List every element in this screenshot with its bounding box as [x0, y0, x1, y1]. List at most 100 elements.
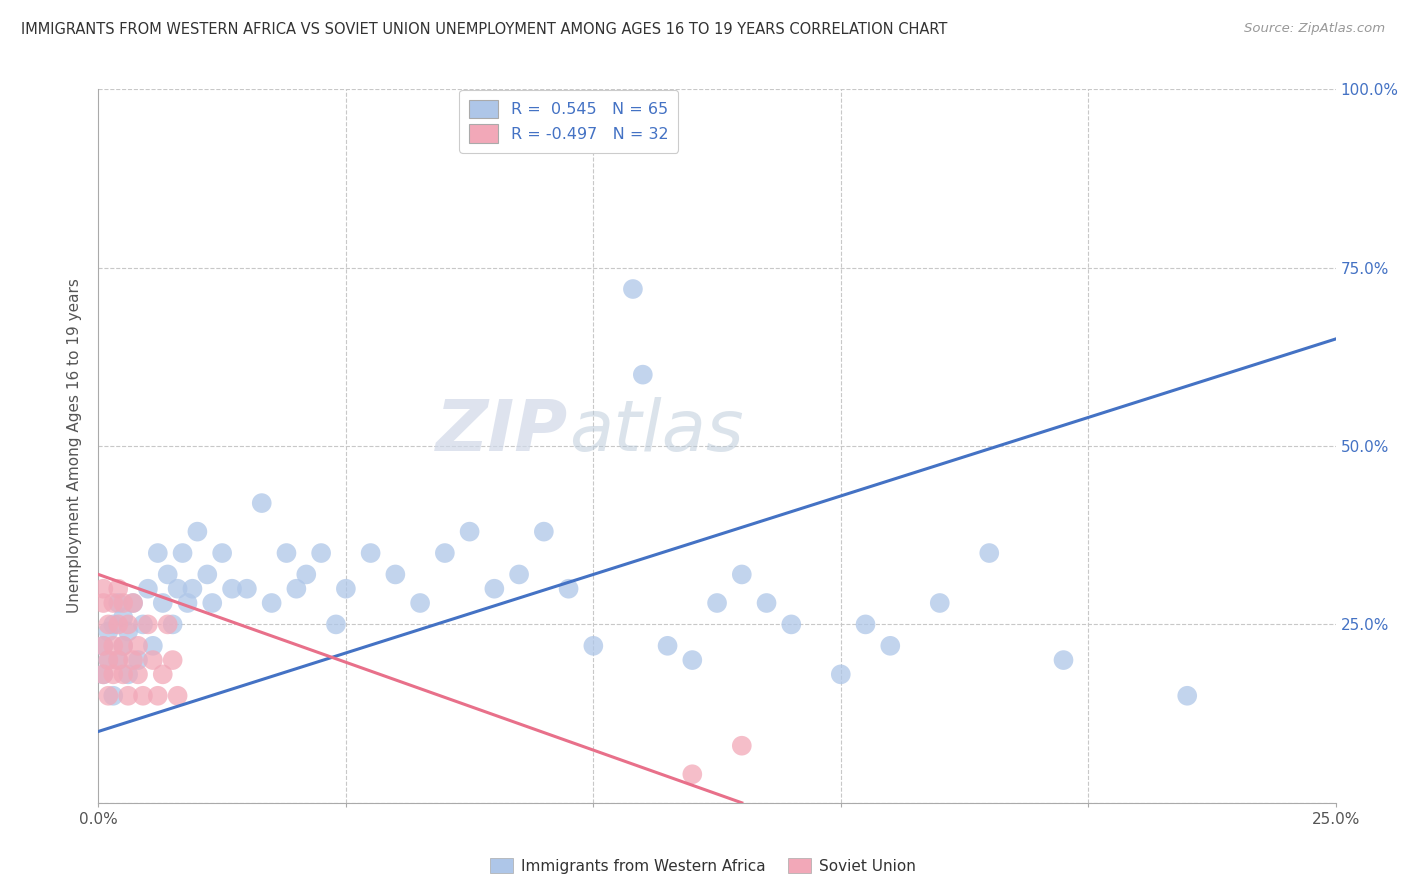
Point — [250, 496, 273, 510]
Point — [112, 639, 135, 653]
Legend: R =  0.545   N = 65, R = -0.497   N = 32: R = 0.545 N = 65, R = -0.497 N = 32 — [460, 90, 678, 153]
Point — [112, 610, 135, 624]
Point — [103, 596, 125, 610]
Point — [657, 639, 679, 653]
Point — [582, 639, 605, 653]
Point — [117, 624, 139, 639]
Point — [127, 639, 149, 653]
Point — [122, 596, 145, 610]
Point — [142, 653, 165, 667]
Point — [122, 596, 145, 610]
Point — [132, 689, 155, 703]
Point — [201, 596, 224, 610]
Point — [186, 524, 208, 539]
Point — [681, 767, 703, 781]
Point — [706, 596, 728, 610]
Point — [236, 582, 259, 596]
Point — [855, 617, 877, 632]
Point — [325, 617, 347, 632]
Point — [136, 617, 159, 632]
Point — [285, 582, 308, 596]
Point — [928, 596, 950, 610]
Point — [162, 617, 184, 632]
Point — [176, 596, 198, 610]
Point — [93, 582, 115, 596]
Point — [295, 567, 318, 582]
Text: Source: ZipAtlas.com: Source: ZipAtlas.com — [1244, 22, 1385, 36]
Point — [107, 653, 129, 667]
Point — [146, 689, 169, 703]
Point — [409, 596, 432, 610]
Point — [122, 653, 145, 667]
Point — [112, 596, 135, 610]
Text: atlas: atlas — [568, 397, 744, 467]
Point — [181, 582, 204, 596]
Point — [107, 617, 129, 632]
Point — [93, 667, 115, 681]
Point — [458, 524, 481, 539]
Point — [335, 582, 357, 596]
Point — [103, 617, 125, 632]
Point — [508, 567, 530, 582]
Point — [117, 617, 139, 632]
Point — [97, 653, 120, 667]
Point — [384, 567, 406, 582]
Point — [146, 546, 169, 560]
Point — [731, 567, 754, 582]
Point — [136, 582, 159, 596]
Point — [211, 546, 233, 560]
Point — [1052, 653, 1074, 667]
Point — [103, 639, 125, 653]
Point — [533, 524, 555, 539]
Point — [360, 546, 382, 560]
Point — [1175, 689, 1198, 703]
Point — [681, 653, 703, 667]
Point — [152, 596, 174, 610]
Point — [621, 282, 644, 296]
Point — [107, 653, 129, 667]
Point — [107, 582, 129, 596]
Point — [162, 653, 184, 667]
Point — [755, 596, 778, 610]
Point — [97, 653, 120, 667]
Point — [156, 567, 179, 582]
Point — [93, 596, 115, 610]
Point — [156, 617, 179, 632]
Point — [276, 546, 298, 560]
Text: IMMIGRANTS FROM WESTERN AFRICA VS SOVIET UNION UNEMPLOYMENT AMONG AGES 16 TO 19 : IMMIGRANTS FROM WESTERN AFRICA VS SOVIET… — [21, 22, 948, 37]
Point — [142, 639, 165, 653]
Text: ZIP: ZIP — [436, 397, 568, 467]
Point — [260, 596, 283, 610]
Point — [152, 667, 174, 681]
Point — [132, 617, 155, 632]
Point — [172, 546, 194, 560]
Point — [93, 639, 115, 653]
Point — [107, 596, 129, 610]
Point — [97, 689, 120, 703]
Point — [979, 546, 1001, 560]
Y-axis label: Unemployment Among Ages 16 to 19 years: Unemployment Among Ages 16 to 19 years — [67, 278, 83, 614]
Point — [780, 617, 803, 632]
Point — [127, 667, 149, 681]
Point — [731, 739, 754, 753]
Point — [103, 689, 125, 703]
Point — [195, 567, 218, 582]
Point — [221, 582, 243, 596]
Point — [117, 689, 139, 703]
Legend: Immigrants from Western Africa, Soviet Union: Immigrants from Western Africa, Soviet U… — [484, 852, 922, 880]
Point — [557, 582, 579, 596]
Point — [93, 639, 115, 653]
Point — [309, 546, 332, 560]
Point — [112, 639, 135, 653]
Point — [830, 667, 852, 681]
Point — [484, 582, 506, 596]
Point — [97, 624, 120, 639]
Point — [433, 546, 456, 560]
Point — [166, 689, 188, 703]
Point — [166, 582, 188, 596]
Point — [631, 368, 654, 382]
Point — [97, 617, 120, 632]
Point — [117, 667, 139, 681]
Point — [127, 653, 149, 667]
Point — [103, 667, 125, 681]
